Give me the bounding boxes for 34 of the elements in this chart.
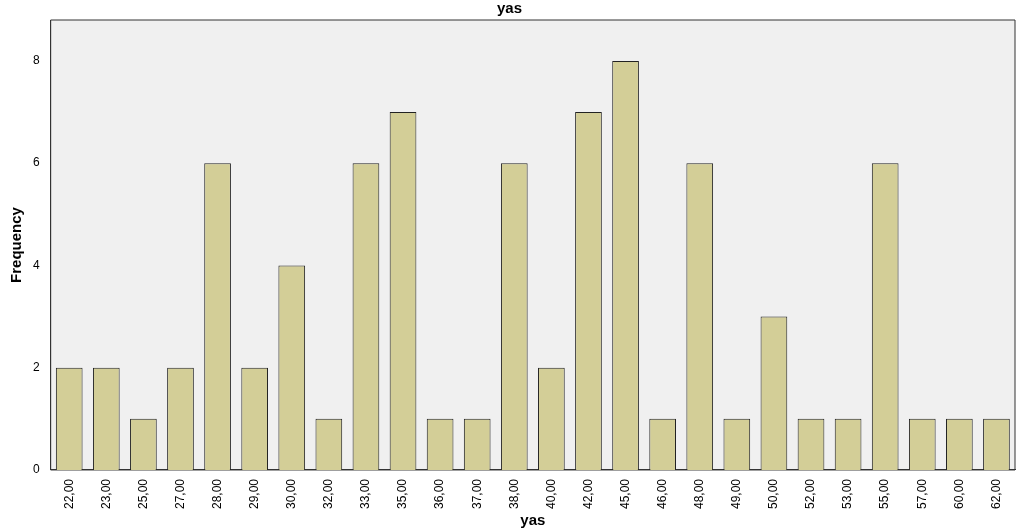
x-tick-label: 27,00 xyxy=(172,478,187,509)
x-tick-label: 28,00 xyxy=(209,478,224,509)
x-tick-label: 22,00 xyxy=(61,478,76,509)
y-tick-label: 2 xyxy=(32,360,40,375)
x-tick-label: 29,00 xyxy=(246,478,261,509)
x-tick-label: 46,00 xyxy=(654,478,669,509)
x-tick-label: 53,00 xyxy=(840,478,855,509)
y-tick-label: 0 xyxy=(32,462,40,477)
x-tick-label: 40,00 xyxy=(543,478,558,509)
x-tick-label: 45,00 xyxy=(617,478,632,509)
x-tick-label: 42,00 xyxy=(580,478,595,509)
x-axis-title: yas xyxy=(520,511,546,529)
x-tick-label: 36,00 xyxy=(432,478,447,509)
y-tick-label: 4 xyxy=(32,257,40,272)
x-tick-label: 52,00 xyxy=(803,478,818,509)
x-tick-label: 23,00 xyxy=(98,478,113,509)
x-tick-label: 37,00 xyxy=(469,478,484,509)
x-tick-label: 48,00 xyxy=(692,478,707,509)
x-tick-label: 49,00 xyxy=(729,478,744,509)
x-tick-label: 38,00 xyxy=(506,478,521,509)
x-tick-label: 60,00 xyxy=(951,478,966,509)
x-tick-label: 30,00 xyxy=(284,478,299,509)
y-tick-label: 6 xyxy=(32,155,40,170)
x-tick-label: 50,00 xyxy=(766,478,781,509)
x-tick-label: 35,00 xyxy=(395,478,410,509)
y-axis-title: Frequency xyxy=(7,206,25,283)
x-tick-label: 57,00 xyxy=(914,478,929,509)
x-tick-label: 62,00 xyxy=(988,478,1003,509)
x-tick-label: 55,00 xyxy=(877,478,892,509)
chart-title: yas xyxy=(496,0,523,17)
x-tick-label: 32,00 xyxy=(321,478,336,509)
x-tick-label: 33,00 xyxy=(358,478,373,509)
x-tick-label: 25,00 xyxy=(135,478,150,509)
y-tick-label: 8 xyxy=(32,53,40,68)
